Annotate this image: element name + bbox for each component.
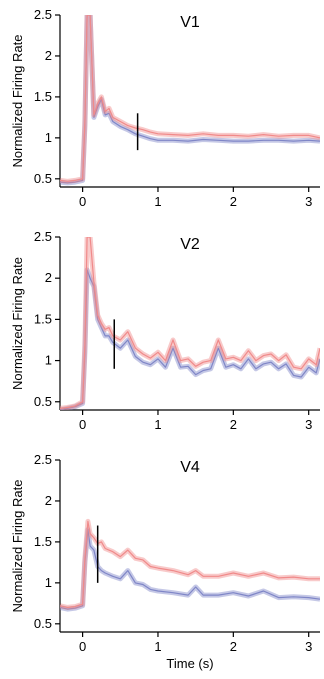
- series-line: [60, 269, 320, 410]
- y-tick-label: 0.5: [34, 171, 52, 186]
- series-line: [60, 237, 320, 409]
- panel-v4: 0.5 1 1.5 2 2.5 0 1 2 3 V4 Normalized Firing Rate T…: [10, 452, 320, 671]
- y-tick-label: 0.5: [34, 616, 52, 631]
- y-tick-label: 2.5: [34, 452, 52, 467]
- y-tick-label: 0.5: [34, 394, 52, 409]
- x-axis-label: Time (s): [166, 656, 213, 671]
- x-tick-label: 3: [305, 194, 312, 209]
- y-tick-label: 2: [45, 48, 52, 63]
- y-axis-label: Normalized Firing Rate: [10, 35, 25, 168]
- y-tick-label: 2.5: [34, 229, 52, 244]
- x-tick-label: 0: [79, 417, 86, 432]
- panel-v2: 0.5 1 1.5 2 2.5 0 1 2 3 V2 Normalized Firing Rate: [10, 229, 320, 432]
- x-tick-label: 1: [154, 194, 161, 209]
- y-axis-label: Normalized Firing Rate: [10, 480, 25, 613]
- x-tick-label: 2: [230, 194, 237, 209]
- panel-v1: 0.5 1 1.5 2 2.5 0 1 2 3 V1 Normalized Firing Rate: [10, 7, 320, 209]
- y-tick-label: 1.5: [34, 89, 52, 104]
- series-band: [60, 15, 320, 184]
- y-tick-label: 2: [45, 493, 52, 508]
- y-tick-label: 1.5: [34, 311, 52, 326]
- x-tick-label: 1: [154, 417, 161, 432]
- y-tick-label: 1: [45, 130, 52, 145]
- x-tick-label: 0: [79, 639, 86, 654]
- y-axis-label: Normalized Firing Rate: [10, 257, 25, 390]
- panel-title: V2: [180, 236, 200, 253]
- y-tick-label: 1: [45, 353, 52, 368]
- x-tick-label: 3: [305, 639, 312, 654]
- series-band: [60, 267, 320, 410]
- panel-title: V1: [180, 14, 200, 31]
- x-tick-label: 1: [154, 639, 161, 654]
- panel-title: V4: [180, 459, 200, 476]
- x-tick-label: 2: [230, 417, 237, 432]
- y-tick-label: 1.5: [34, 534, 52, 549]
- series-line: [60, 15, 320, 182]
- x-tick-label: 3: [305, 417, 312, 432]
- y-tick-label: 1: [45, 575, 52, 590]
- y-tick-label: 2.5: [34, 7, 52, 22]
- series-band: [60, 237, 320, 410]
- series-line: [60, 520, 320, 609]
- series-line: [60, 528, 320, 610]
- x-tick-label: 0: [79, 194, 86, 209]
- y-tick-label: 2: [45, 270, 52, 285]
- x-tick-label: 2: [230, 639, 237, 654]
